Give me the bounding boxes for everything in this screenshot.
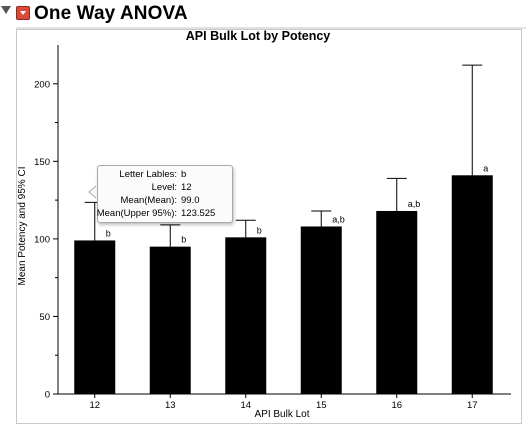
tooltip-value: 123.525 <box>181 208 216 219</box>
tooltip-label: Level: <box>151 182 177 193</box>
bar <box>74 240 116 394</box>
x-tick-label: 12 <box>89 400 100 411</box>
bar <box>149 246 191 394</box>
tooltip-row: Letter Lables: b <box>98 169 234 182</box>
letter-label: a,b <box>332 214 345 224</box>
report-header: One Way ANOVA <box>0 0 526 28</box>
bar <box>451 175 493 394</box>
letter-label: b <box>106 228 111 238</box>
y-axis-title: Mean Potency and 95% CI <box>17 167 28 286</box>
letter-label: a,b <box>408 199 421 209</box>
letter-label: b <box>181 235 186 245</box>
tooltip-label: Letter Lables: <box>119 169 177 180</box>
y-tick-label: 200 <box>34 79 50 90</box>
y-tick-label: 50 <box>39 312 50 323</box>
tooltip-row: Mean(Upper 95%): 123.525 <box>96 208 234 221</box>
x-tick-label: 17 <box>467 400 478 411</box>
tooltip-label: Mean(Mean): <box>120 195 178 206</box>
tooltip-value: 99.0 <box>181 195 200 206</box>
tooltip-row: Level: 12 <box>98 182 234 195</box>
tooltip-value: b <box>181 169 187 180</box>
bar <box>376 210 418 394</box>
y-tick-label: 0 <box>45 390 50 401</box>
x-tick-label: 13 <box>165 400 176 411</box>
report-title: One Way ANOVA <box>34 3 188 24</box>
letter-label: b <box>257 225 262 235</box>
x-tick-label: 16 <box>391 400 402 411</box>
tooltip-label: Mean(Upper 95%): <box>96 208 177 219</box>
red-triangle-menu-icon[interactable] <box>16 6 30 20</box>
bar <box>300 226 342 394</box>
bar <box>225 237 267 394</box>
tooltip-value: 12 <box>181 182 192 193</box>
x-tick-label: 14 <box>240 400 251 411</box>
data-tooltip: Letter Lables: b Level: 12 Mean(Mean): 9… <box>97 165 233 223</box>
chart-title: API Bulk Lot by Potency <box>186 29 331 43</box>
header-divider <box>16 27 526 29</box>
y-tick-label: 100 <box>34 234 50 245</box>
letter-label: a <box>483 163 488 173</box>
x-axis-title: API Bulk Lot <box>254 409 309 420</box>
y-tick-label: 150 <box>34 157 50 168</box>
tooltip-row: Mean(Mean): 99.0 <box>98 195 234 208</box>
x-tick-label: 15 <box>316 400 327 411</box>
disclosure-triangle-icon[interactable] <box>1 6 11 14</box>
tooltip-pin-icon[interactable] <box>85 185 97 199</box>
